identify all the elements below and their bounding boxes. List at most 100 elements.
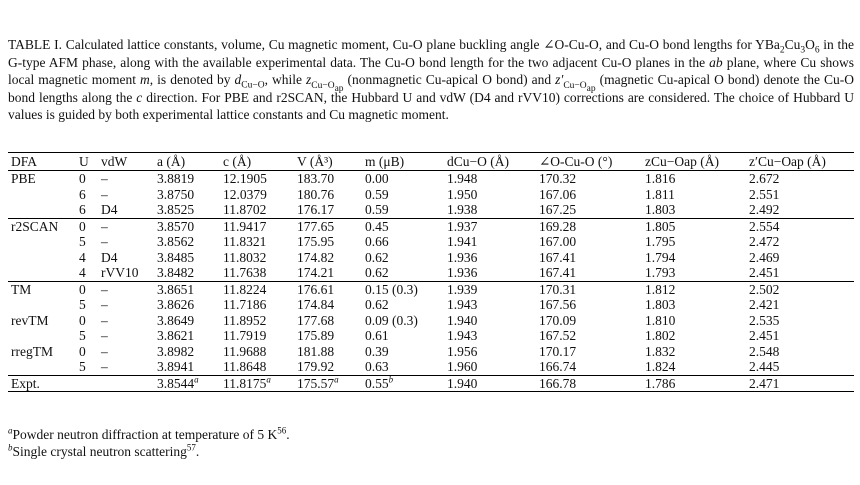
cell-a: 3.8482 bbox=[157, 265, 195, 280]
cell-z: 1.802 bbox=[645, 328, 676, 343]
cell-angle: 166.74 bbox=[539, 359, 577, 374]
cell-vdw: D4 bbox=[101, 202, 118, 217]
ab-plane-symbol: ab bbox=[709, 54, 723, 70]
cell-d: 1.956 bbox=[447, 343, 478, 359]
zprime-symbol: z′ bbox=[555, 72, 564, 88]
header-a: a (Å) bbox=[154, 152, 220, 171]
cell-a: 3.8649 bbox=[157, 312, 195, 328]
header-v: V (Å³) bbox=[294, 152, 362, 171]
cell-a: 3.8626 bbox=[157, 297, 195, 312]
cell-m: 0.45 bbox=[362, 217, 444, 234]
cell-c: 12.1905 bbox=[223, 171, 267, 186]
table-row: 5– 3.8626 11.7186 174.84 0.62 1.943 167.56 1.80… bbox=[8, 297, 854, 313]
footnote-mark: b bbox=[388, 374, 394, 384]
caption-text: (nonmagnetic Cu-apical O bond) and bbox=[343, 72, 556, 88]
expt-cell-dfa: Expt. bbox=[8, 374, 76, 392]
footnote-mark: a bbox=[266, 374, 271, 384]
expt-value: 1.940 bbox=[447, 375, 478, 391]
expt-cell-zp: 2.471 bbox=[746, 374, 854, 392]
cell-u: 0 bbox=[76, 280, 98, 297]
cell-d: 1.948 bbox=[447, 171, 478, 186]
cell-vdw: – bbox=[101, 297, 108, 312]
cell-c: 11.9688 bbox=[223, 343, 267, 359]
cell-c: 11.7186 bbox=[223, 297, 267, 312]
cell-zp: 2.535 bbox=[749, 312, 780, 328]
cell-vdw: – bbox=[101, 359, 108, 374]
expt-cell-empty bbox=[76, 374, 98, 392]
cell-z: 1.824 bbox=[645, 359, 676, 374]
expt-value: 0.55 bbox=[365, 375, 389, 391]
cell-u: 4 bbox=[79, 249, 86, 265]
cell-v: 175.95 bbox=[297, 234, 335, 249]
cell-m: 0.09 (0.3) bbox=[365, 312, 418, 328]
expt-cell-c: 11.8175a bbox=[220, 375, 294, 392]
cell-dfa: PBE bbox=[11, 171, 36, 186]
cell-u: 0 bbox=[76, 217, 98, 234]
cell-u: 4 bbox=[79, 265, 86, 280]
cell-a: 3.8750 bbox=[157, 186, 195, 202]
formula-subscript: 2 bbox=[779, 45, 785, 56]
cell-d: 1.943 bbox=[447, 328, 478, 343]
cell-zp: 2.469 bbox=[749, 249, 780, 265]
cell-zp: 2.492 bbox=[749, 202, 780, 217]
cell-zp: 2.451 bbox=[749, 265, 780, 280]
cell-dfa bbox=[8, 234, 76, 250]
cell-m: 0.15 (0.3) bbox=[362, 280, 444, 297]
cell-angle: 167.25 bbox=[539, 202, 577, 217]
cell-z: 1.803 bbox=[645, 297, 676, 312]
cell-u: 6 bbox=[79, 202, 86, 217]
cell-c: 11.8224 bbox=[220, 280, 294, 297]
z-sub-text: Cu−O bbox=[311, 80, 335, 91]
cell-angle: 167.00 bbox=[539, 234, 577, 249]
moment-symbol: m bbox=[140, 72, 150, 88]
cell-m: 0.39 bbox=[365, 343, 389, 359]
table-header-row: DFA U vdW a (Å) c (Å) V (Å³) m (μB) dCu−… bbox=[8, 152, 854, 171]
cell-m: 0.62 bbox=[365, 249, 389, 265]
cell-c: 11.8702 bbox=[223, 202, 267, 217]
footnote-end: . bbox=[195, 444, 200, 459]
expt-value: 1.786 bbox=[645, 375, 676, 391]
cell-u: 5 bbox=[79, 234, 86, 249]
cell-a: 3.8819 bbox=[157, 171, 195, 186]
cell-m: 0.62 bbox=[365, 265, 389, 280]
header-vdw: vdW bbox=[98, 152, 154, 171]
cell-vdw: rVV10 bbox=[101, 265, 139, 280]
cell-c: 11.8648 bbox=[223, 359, 267, 374]
cell-u: 5 bbox=[79, 297, 86, 312]
formula-part: O bbox=[805, 37, 815, 52]
cell-angle: 167.06 bbox=[539, 186, 577, 202]
cell-zp: 2.548 bbox=[749, 343, 780, 359]
cell-dfa: TM bbox=[8, 280, 76, 297]
reference-number: 57 bbox=[186, 442, 196, 453]
cell-dfa bbox=[8, 297, 76, 313]
cell-zp: 2.502 bbox=[746, 280, 854, 297]
formula-subscript: 6 bbox=[814, 45, 820, 56]
cell-vdw: – bbox=[101, 186, 108, 202]
cell-dfa bbox=[8, 187, 76, 203]
z-symbol: z bbox=[305, 72, 312, 88]
footnote: aPowder neutron diffraction at temperatu… bbox=[8, 426, 290, 443]
caption-text: , is denoted by bbox=[149, 72, 235, 88]
cell-z: 1.811 bbox=[645, 186, 675, 202]
reference-number: 56 bbox=[277, 425, 287, 436]
cell-zp: 2.672 bbox=[749, 171, 780, 186]
formula-part: Cu bbox=[784, 37, 801, 52]
cell-z: 1.812 bbox=[642, 280, 746, 297]
expt-value: 166.78 bbox=[539, 375, 577, 391]
cell-v: 174.84 bbox=[297, 297, 335, 312]
cell-v: 176.61 bbox=[294, 280, 362, 297]
cell-a: 3.8562 bbox=[157, 234, 195, 249]
cell-m: 0.62 bbox=[365, 297, 389, 312]
expt-value: 2.471 bbox=[749, 375, 780, 391]
table-row: 5– 3.8562 11.8321 175.95 0.66 1.941 167.00 1.79… bbox=[8, 234, 854, 250]
cell-d: 1.960 bbox=[447, 359, 478, 374]
expt-cell-angle: 166.78 bbox=[536, 374, 642, 392]
cell-z: 1.793 bbox=[645, 265, 676, 280]
c-symbol: c bbox=[136, 89, 143, 105]
cell-zp: 2.472 bbox=[749, 234, 780, 249]
cell-m: 0.00 bbox=[365, 171, 389, 186]
cell-d: 1.939 bbox=[444, 280, 536, 297]
cell-u: 0 bbox=[79, 312, 86, 328]
cell-vdw: – bbox=[101, 312, 108, 328]
header-c: c (Å) bbox=[220, 152, 294, 171]
